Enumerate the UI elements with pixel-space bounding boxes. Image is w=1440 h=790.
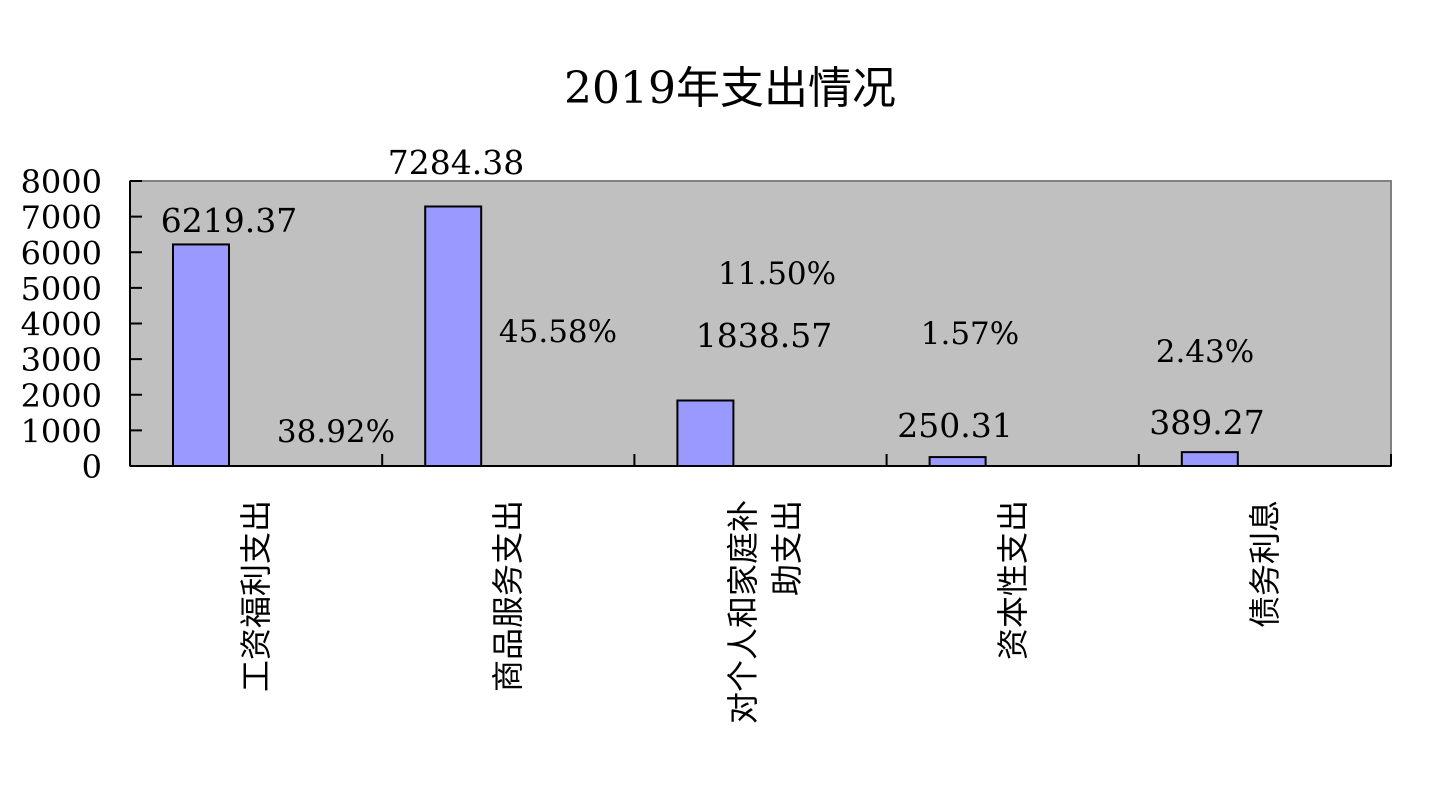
plot-area [129, 180, 1392, 467]
y-tick-label: 8000 [21, 163, 102, 201]
y-tick-label: 1000 [21, 412, 102, 450]
y-tick-label: 2000 [21, 377, 102, 415]
percent-label: 38.92% [277, 414, 395, 450]
bar [172, 243, 230, 467]
data-label: 6219.37 [161, 201, 297, 240]
data-label: 7284.38 [388, 143, 524, 182]
x-category-label: 资本性支出 [993, 499, 1032, 660]
y-tick-label: 5000 [21, 270, 102, 308]
y-tick-label: 7000 [21, 199, 102, 237]
data-label: 250.31 [897, 406, 1012, 445]
percent-label: 2.43% [1156, 334, 1254, 370]
data-label: 389.27 [1149, 403, 1264, 442]
x-category-label: 对个人和家庭补 助支出 [723, 499, 806, 724]
bar [424, 205, 483, 467]
y-tick-label: 3000 [21, 341, 102, 379]
data-label: 1838.57 [696, 316, 832, 355]
y-tick-label: 0 [82, 448, 102, 486]
percent-label: 45.58% [499, 314, 617, 350]
percent-label: 11.50% [718, 256, 836, 292]
bar [676, 399, 735, 467]
y-tick-label: 6000 [21, 234, 102, 272]
y-tick-label: 4000 [21, 306, 102, 344]
x-category-label: 工资福利支出 [237, 499, 276, 692]
percent-label: 1.57% [921, 316, 1019, 352]
bar [928, 456, 987, 467]
x-category-label: 商品服务支出 [489, 499, 528, 692]
bar [1180, 451, 1239, 468]
chart-title: 2019年支出情况 [564, 63, 896, 114]
x-category-label: 债务利息 [1245, 499, 1284, 628]
